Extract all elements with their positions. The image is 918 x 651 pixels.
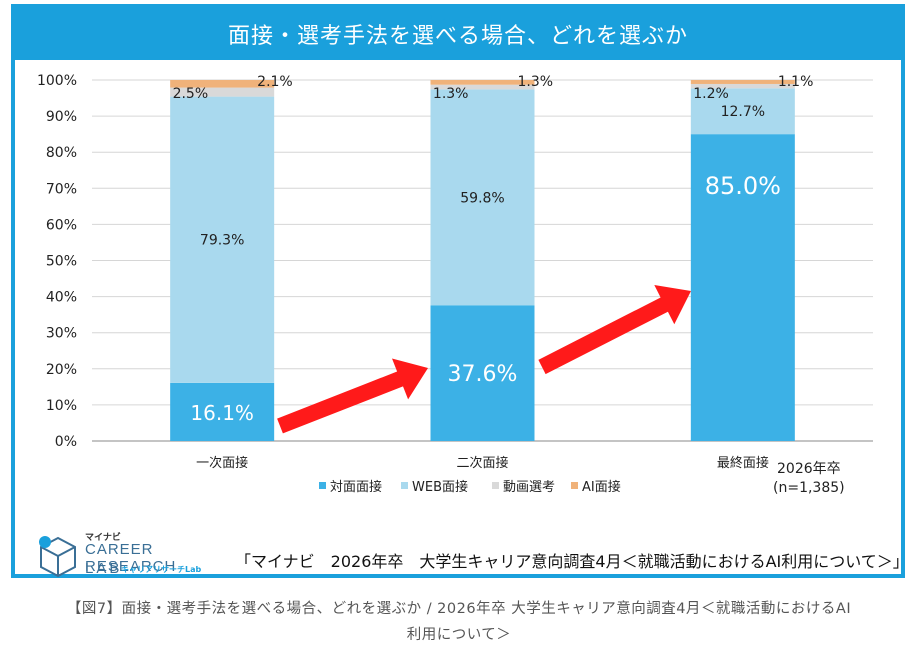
- caption-line1: 【図7】面接・選考手法を選べる場合、どれを選ぶか / 2026年卒 大学生キャリ…: [66, 601, 852, 617]
- annotation-sample-size: (n=1,385): [773, 480, 845, 496]
- y-tick-label: 80%: [46, 145, 77, 161]
- data-label: 1.1%: [778, 74, 814, 90]
- logo-brand: マイナビ: [85, 533, 121, 543]
- figure-frame: 面接・選考手法を選べる場合、どれを選ぶか 0% 10% 20% 30% 40% 50% 60…: [11, 4, 909, 580]
- source-text: 「マイナビ 2026年卒 大学生キャリア意向調査4月＜就職活動におけるAI利用に…: [235, 552, 909, 571]
- data-label: 1.3%: [433, 86, 469, 102]
- y-tick-label: 20%: [46, 362, 77, 378]
- stacked-bar-chart: 0% 10% 20% 30% 40% 50% 60% 70% 80% 90% 100% 一次面接 二次面…: [37, 73, 873, 496]
- y-tick-label: 100%: [37, 73, 77, 89]
- logo-line2: LAB: [85, 560, 123, 577]
- x-tick-label: 二次面接: [456, 455, 508, 471]
- data-label: 2.1%: [257, 74, 293, 90]
- data-label: 85.0%: [705, 172, 781, 200]
- data-label: 79.3%: [200, 233, 244, 249]
- y-tick-label: 90%: [46, 109, 77, 125]
- data-label: 59.8%: [460, 190, 504, 206]
- y-tick-label: 50%: [46, 254, 77, 270]
- y-tick-label: 70%: [46, 181, 77, 197]
- logo-tagline: キャリアリサーチLab: [121, 565, 202, 574]
- bar-segment: [690, 80, 795, 84]
- x-tick-label: 最終面接: [717, 455, 769, 471]
- trend-arrow: [538, 285, 691, 375]
- bar-segment: [430, 84, 535, 90]
- y-tick-label: 40%: [46, 290, 77, 306]
- data-label: 16.1%: [190, 401, 254, 425]
- bar-segment: [690, 134, 795, 441]
- legend-label: 動画選考: [503, 480, 555, 495]
- legend-swatch: [401, 482, 408, 489]
- cube-logo-icon: [39, 536, 76, 578]
- logo-line1: CAREER RESEARCH: [85, 541, 177, 575]
- bar-segment: [170, 96, 275, 383]
- bar-segment: [430, 89, 535, 306]
- bar-segment: [690, 88, 795, 135]
- career-research-lab-logo: マイナビ CAREER RESEARCH LAB キャリアリサーチLab: [35, 530, 225, 580]
- legend-label: 対面面接: [330, 479, 382, 495]
- chart-title: 面接・選考手法を選べる場合、どれを選ぶか: [15, 8, 901, 60]
- annotation-year: 2026年卒: [777, 461, 841, 477]
- data-label: 37.6%: [448, 362, 518, 387]
- bar-segment: [170, 382, 275, 441]
- data-label: 1.3%: [518, 74, 554, 90]
- x-tick-label: 一次面接: [196, 455, 248, 471]
- legend-swatch: [319, 482, 326, 489]
- data-label: 2.5%: [173, 86, 209, 102]
- bar-segment: [690, 83, 795, 89]
- bar-segment: [170, 87, 275, 97]
- legend-swatch: [492, 482, 499, 489]
- y-tick-label: 10%: [46, 398, 77, 414]
- bar-segment: [170, 80, 275, 88]
- legend-swatch: [571, 482, 578, 489]
- legend-label: AI面接: [582, 479, 621, 495]
- bar-segment: [430, 80, 535, 85]
- caption-line2: 利用について＞: [406, 627, 512, 643]
- data-label: 12.7%: [721, 104, 765, 120]
- y-tick-label: 60%: [46, 217, 77, 233]
- y-tick-label: 0%: [55, 434, 77, 450]
- figure-caption: 【図7】面接・選考手法を選べる場合、どれを選ぶか / 2026年卒 大学生キャリ…: [0, 596, 918, 648]
- data-label: 1.2%: [693, 86, 729, 102]
- legend-label: WEB面接: [412, 479, 468, 495]
- bar-segment: [430, 305, 535, 441]
- y-tick-label: 30%: [46, 326, 77, 342]
- trend-arrow: [277, 358, 428, 434]
